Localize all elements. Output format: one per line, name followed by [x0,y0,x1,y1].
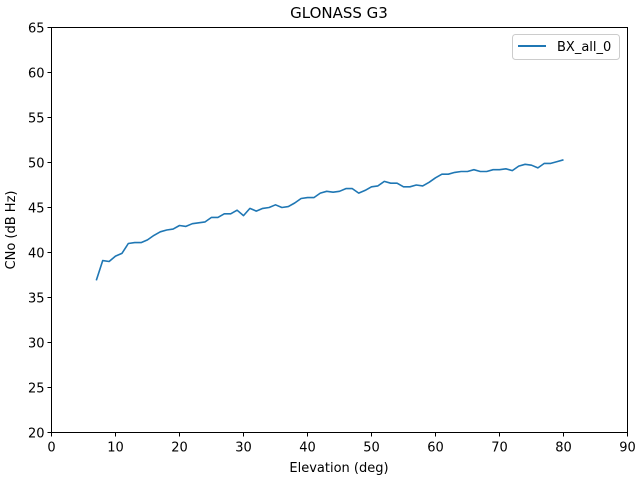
x-axis-title: Elevation (deg) [289,461,388,476]
x-tick-label: 70 [491,441,508,456]
x-tick-label: 20 [171,441,188,456]
x-tick-label: 10 [107,441,124,456]
y-tick-label: 25 [28,382,45,397]
x-tick-label: 80 [555,441,572,456]
y-tick-label: 55 [28,112,45,127]
y-axis-ticks: 20 25 30 35 40 45 50 55 60 65 [28,22,52,442]
y-tick-label: 35 [28,292,45,307]
y-tick-label: 20 [28,427,45,442]
y-tick-label: 45 [28,202,45,217]
x-tick-label: 40 [299,441,316,456]
x-tick-label: 0 [47,441,55,456]
y-tick-label: 60 [28,67,45,82]
series-line [95,159,564,281]
y-tick-label: 65 [28,22,45,37]
x-axis-ticks: 0 10 20 30 40 50 60 70 80 90 [47,432,636,456]
y-tick-label: 50 [28,157,45,172]
legend-label: BX_all_0 [557,40,611,55]
legend-box [512,34,620,60]
x-tick-label: 60 [427,441,444,456]
x-tick-label: 90 [619,441,636,456]
x-tick-label: 30 [235,441,252,456]
series-layer [95,159,564,281]
y-tick-label: 40 [28,247,45,262]
x-tick-label: 50 [363,441,380,456]
chart-title: GLONASS G3 [290,4,388,22]
y-axis-title: CNo (dB Hz) [4,191,19,270]
legend: BX_all_0 [512,34,620,60]
y-tick-label: 30 [28,337,45,352]
plot-area-frame [51,27,628,433]
